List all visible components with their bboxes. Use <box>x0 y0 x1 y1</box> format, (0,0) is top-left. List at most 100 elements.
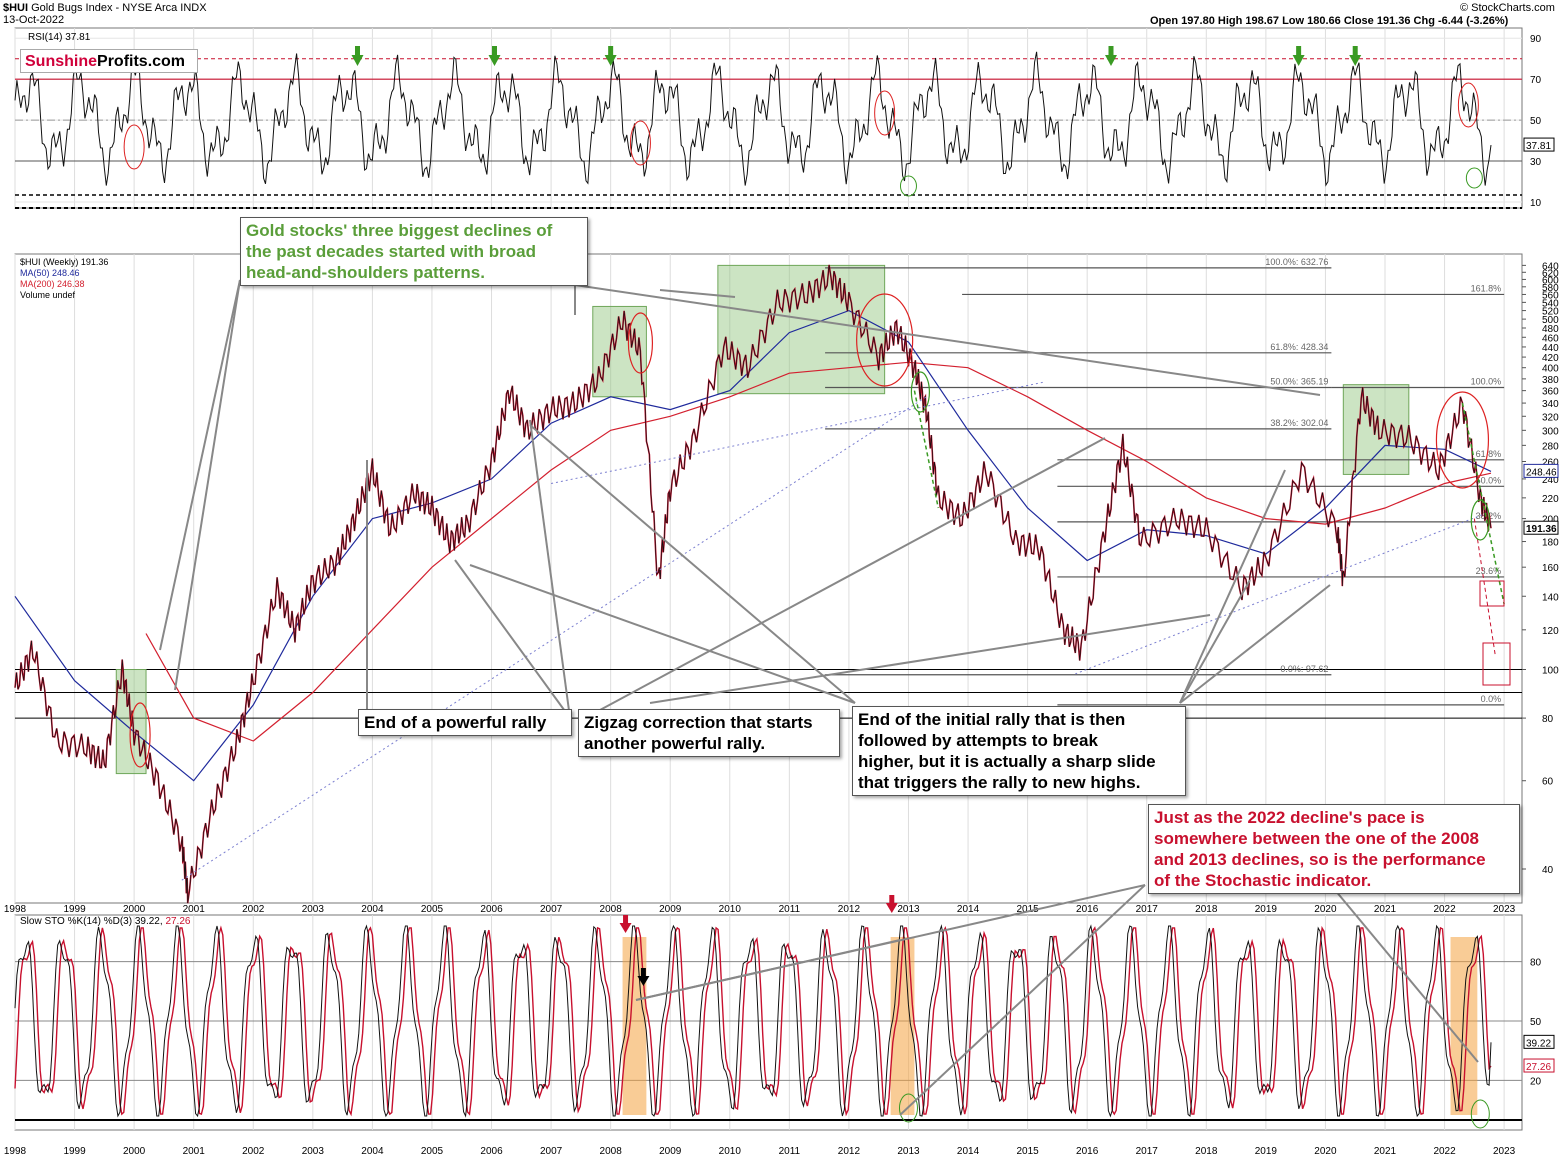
price-tick-label: 100 <box>1542 666 1559 677</box>
price-circle-red <box>856 293 914 387</box>
year-tick-label: 2013 <box>897 904 920 915</box>
year-tick-label: 2002 <box>242 904 265 915</box>
rsi-peak-arrow-stem <box>1108 46 1114 56</box>
rsi-tick-label: 10 <box>1530 198 1542 209</box>
price-tick-label: 300 <box>1542 426 1559 437</box>
sto-label: Slow STO %K(14) %D(3) 39.22, 27.26 <box>20 916 191 927</box>
rsi-peak-arrow <box>1292 55 1305 66</box>
rsi-line <box>14 51 1492 187</box>
annotation-pointer <box>529 424 856 704</box>
sto-arrow-stem <box>623 915 629 924</box>
year-tick-label-bottom: 2021 <box>1374 1146 1397 1157</box>
year-tick-label-bottom: 1998 <box>4 1146 27 1157</box>
annotation-pointer-sto <box>899 884 1146 1116</box>
price-tick-label: 580 <box>1542 283 1559 294</box>
year-tick-label: 2007 <box>540 904 563 915</box>
rsi-current-tag-text: 37.81 <box>1526 141 1551 152</box>
price-tick-label: 140 <box>1542 592 1559 603</box>
year-tick-label-bottom: 2023 <box>1493 1146 1516 1157</box>
close-tag <box>1523 520 1559 535</box>
dotted-trend-line <box>550 381 1046 484</box>
rsi-peak-arrow-stem <box>608 46 614 56</box>
target-box-upper <box>1479 580 1505 607</box>
price-tick-label: 640 <box>1542 261 1559 272</box>
rsi-peak-arrow <box>604 55 617 66</box>
rsi-current-tag <box>1523 137 1555 152</box>
rsi-peak-arrow <box>488 55 501 66</box>
sto-arrow <box>885 903 898 913</box>
dotted-trend-line <box>181 396 927 881</box>
year-tick-label: 2004 <box>361 904 384 915</box>
rsi-circle-red <box>123 124 145 170</box>
year-tick-label: 1999 <box>63 904 86 915</box>
price-legend-item: MA(200) 246.38 <box>20 279 85 289</box>
rsi-peak-arrow-stem <box>492 46 497 56</box>
rsi-tick-label: 30 <box>1530 157 1542 168</box>
annotation-pointer <box>574 284 1321 396</box>
year-tick-label: 2015 <box>1016 904 1039 915</box>
fib-level-label: 0.0%: 97.62 <box>1280 664 1328 674</box>
year-tick-label: 2016 <box>1076 904 1099 915</box>
ma50-tag <box>1523 463 1559 478</box>
annotation-pointer <box>454 559 571 719</box>
dotted-trend-line <box>1075 512 1487 675</box>
year-tick-label: 2006 <box>480 904 503 915</box>
price-tick-label: 380 <box>1542 375 1559 386</box>
annotation-pointer <box>529 419 571 719</box>
price-tick-label: 420 <box>1542 353 1559 364</box>
year-tick-label-bottom: 2020 <box>1314 1146 1337 1157</box>
year-tick-label-bottom: 2005 <box>421 1146 444 1157</box>
sto-arrow <box>637 976 650 986</box>
fib-level-label: 0.0% <box>1481 694 1502 704</box>
annotation-pointer <box>159 279 241 651</box>
close-tag-text: 191.36 <box>1526 524 1557 535</box>
red-dashed-projection-line <box>1473 518 1496 655</box>
fib-level-label: 50.0% <box>1476 475 1502 485</box>
price-tick-label: 200 <box>1542 515 1559 526</box>
fib-level-label: 50.0%: 365.19 <box>1270 377 1328 387</box>
sto-panel-frame <box>14 914 1523 1131</box>
annotation-pointer <box>1179 579 1251 704</box>
price-circle-red <box>1435 391 1490 489</box>
year-tick-label-bottom: 2019 <box>1255 1146 1278 1157</box>
year-tick-label-bottom: 2015 <box>1016 1146 1039 1157</box>
sto-k-tag <box>1523 1034 1555 1049</box>
year-tick-label-bottom: 1999 <box>63 1146 86 1157</box>
year-tick-label-bottom: 2013 <box>897 1146 920 1157</box>
price-legend-item: MA(50) 248.46 <box>20 268 80 278</box>
year-tick-label: 2017 <box>1136 904 1159 915</box>
rsi-circle-red <box>629 120 651 166</box>
year-tick-label-bottom: 2001 <box>183 1146 206 1157</box>
year-tick-label: 2022 <box>1433 904 1456 915</box>
sto-d-line <box>14 925 1492 1117</box>
annotation-pointer <box>174 279 241 691</box>
annotation-zigzag: Zigzag correction that starts another po… <box>578 709 840 757</box>
annotation-pointer <box>599 437 1106 711</box>
year-tick-label-bottom: 2011 <box>779 1146 801 1157</box>
green-dashed-projection-line <box>1461 402 1505 605</box>
price-circle-red <box>627 312 654 374</box>
price-tick-label: 40 <box>1542 865 1554 876</box>
price-tick-label: 120 <box>1542 626 1559 637</box>
target-box-lower <box>1482 642 1511 686</box>
chart-symbol: $HUI Gold Bugs Index - NYSE Arca INDX <box>3 2 207 14</box>
year-tick-label-bottom: 2004 <box>361 1146 384 1157</box>
rsi-circle-red <box>1457 82 1479 128</box>
price-tick-label: 460 <box>1542 333 1559 344</box>
year-tick-label: 2003 <box>302 904 325 915</box>
sto-circle-green <box>898 1093 918 1123</box>
price-tick-label: 440 <box>1542 343 1559 354</box>
sto-arrow-stem <box>889 895 895 904</box>
ma50-line <box>14 309 1492 782</box>
price-tick-label: 520 <box>1542 307 1559 318</box>
price-tick-label: 60 <box>1542 777 1554 788</box>
annotation-initial-rally: End of the initial rally that is then fo… <box>852 706 1186 796</box>
year-tick-label-bottom: 2010 <box>719 1146 742 1157</box>
sto-arrow <box>619 923 632 933</box>
price-tick-label: 540 <box>1542 298 1559 309</box>
year-tick-label: 2008 <box>600 904 623 915</box>
year-tick-label-bottom: 2006 <box>480 1146 503 1157</box>
price-tick-label: 320 <box>1542 412 1559 423</box>
rsi-peak-arrow-stem <box>355 46 360 56</box>
